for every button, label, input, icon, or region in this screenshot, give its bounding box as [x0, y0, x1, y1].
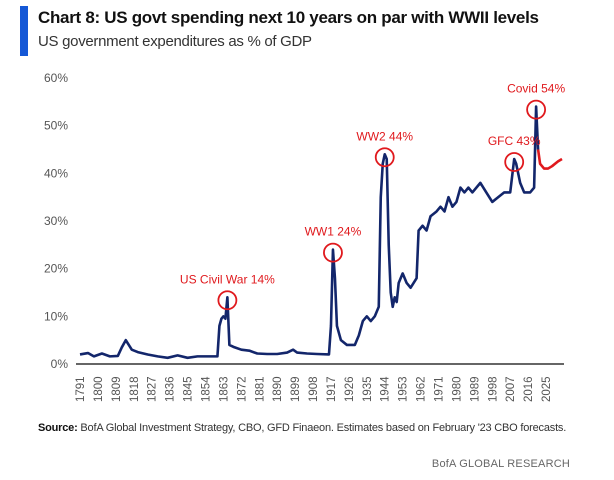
- x-tick-label: 1881: [254, 376, 266, 402]
- x-tick-label: 1800: [93, 376, 105, 402]
- x-tick-label: 1935: [362, 376, 374, 402]
- x-tick-label: 1854: [200, 376, 212, 402]
- x-tick-label: 2016: [523, 376, 535, 402]
- annotation-label: US Civil War 14%: [180, 272, 275, 286]
- x-tick-label: 1953: [398, 376, 410, 402]
- title-accent-bar: [20, 6, 28, 56]
- annotation-label: Covid 54%: [507, 82, 565, 96]
- annotation-circle: [323, 242, 343, 263]
- source-note: Source: BofA Global Investment Strategy,…: [38, 420, 578, 436]
- projection-line: [536, 149, 563, 170]
- source-label: Source:: [38, 422, 78, 434]
- y-tick-label: 60%: [44, 71, 68, 85]
- x-tick-label: 1899: [290, 376, 302, 402]
- x-tick-label: 1863: [218, 376, 230, 402]
- annotation-circle: [217, 290, 238, 311]
- x-tick-label: 1980: [451, 376, 463, 402]
- y-tick-label: 40%: [44, 166, 68, 180]
- x-tick-label: 1890: [272, 376, 284, 402]
- source-text: BofA Global Investment Strategy, CBO, GF…: [77, 422, 567, 434]
- y-tick-label: 0%: [51, 357, 69, 371]
- x-tick-label: 1944: [380, 376, 392, 402]
- chart-title: Chart 8: US govt spending next 10 years …: [38, 8, 539, 27]
- x-tick-label: 1845: [183, 376, 195, 402]
- x-tick-label: 1962: [416, 376, 428, 402]
- y-tick-label: 20%: [44, 262, 68, 276]
- x-tick-label: 1818: [129, 376, 141, 402]
- x-tick-label: 2007: [505, 376, 517, 402]
- y-tick-label: 50%: [44, 119, 68, 133]
- x-tick-label: 1809: [111, 376, 123, 402]
- x-tick-label: 1926: [344, 376, 356, 402]
- annotation-circle: [504, 152, 525, 172]
- x-tick-label: 1908: [308, 376, 320, 402]
- annotation-circle: [374, 147, 395, 168]
- annotation-label: WW1 24%: [305, 225, 362, 239]
- brand-footer: BofA GLOBAL RESEARCH: [431, 458, 570, 470]
- x-tick-label: 1791: [75, 376, 87, 402]
- y-tick-label: 10%: [44, 309, 68, 323]
- annotation-label: GFC 43%: [488, 134, 541, 148]
- annotation-label: WW2 44%: [356, 129, 413, 143]
- spending-line: [79, 105, 540, 360]
- x-tick-label: 1836: [165, 376, 177, 402]
- x-tick-label: 1989: [469, 376, 481, 402]
- x-tick-label: 1872: [236, 376, 248, 402]
- line-chart: 0% 10% 20% 30% 40% 50% 60% 1791 1800 1809 1818 1827…: [44, 71, 565, 402]
- annotation-circle: [526, 99, 547, 120]
- x-tick-label: 1917: [326, 376, 338, 402]
- x-tick-label: 1998: [487, 376, 499, 402]
- chart-subtitle: US government expenditures as % of GDP: [38, 33, 312, 50]
- x-tick-label: 1971: [434, 376, 446, 402]
- x-tick-label: 1827: [147, 376, 159, 402]
- x-tick-label: 2025: [541, 376, 553, 402]
- y-tick-label: 30%: [44, 214, 68, 228]
